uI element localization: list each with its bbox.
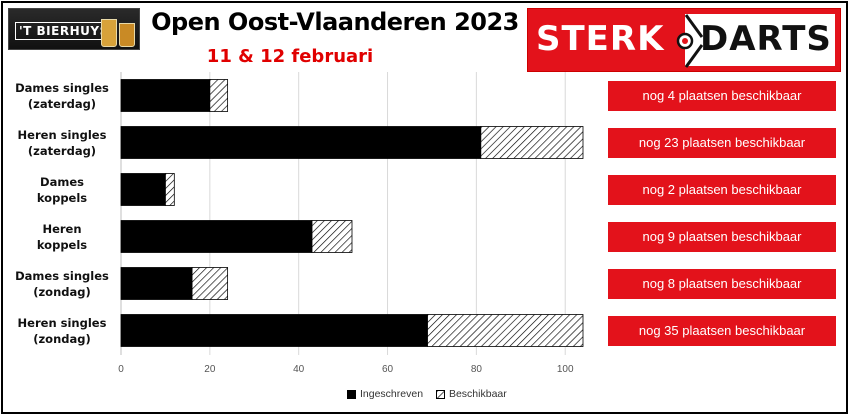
bar-ingeschreven [120, 126, 482, 159]
category-label: Dames singles (zaterdag) [8, 80, 116, 112]
legend-swatch-solid [347, 389, 356, 399]
legend-item-beschikbaar: Beschikbaar [435, 388, 507, 400]
category-label-line: Heren [42, 221, 82, 236]
x-tick-label: 60 [381, 364, 394, 375]
logo-sterk-text: STERK [536, 19, 665, 59]
category-label-line: koppels [36, 237, 88, 252]
bar-ingeschreven [120, 267, 193, 300]
category-label-line: Heren singles [17, 315, 107, 330]
bar-ingeschreven [120, 173, 166, 206]
legend-label: Ingeschreven [360, 388, 424, 400]
logo-white-panel [685, 14, 835, 66]
x-tick-label: 100 [556, 364, 574, 375]
availability-note: nog 35 plaatsen beschikbaar [608, 315, 836, 346]
logo-darts-text: DARTS [700, 19, 832, 59]
x-tick-label: 0 [118, 364, 124, 375]
category-label-line: (zondag) [33, 331, 91, 346]
category-label: Heren singles (zaterdag) [8, 127, 116, 159]
bar-beschikbaar [311, 220, 353, 253]
bar-beschikbaar [165, 173, 175, 206]
category-label-line: Dames singles [15, 268, 109, 283]
category-label-line: Dames singles [15, 80, 109, 95]
dart-icon [676, 14, 704, 68]
bierhuys-logo: 'T BIERHUYS [8, 8, 140, 50]
bar-ingeschreven [120, 79, 211, 112]
category-label-line: (zaterdag) [27, 96, 97, 111]
beer-glass-icon [119, 23, 135, 47]
sterk-darts-logo: STERK DARTS [527, 8, 841, 72]
bar-ingeschreven [120, 220, 313, 253]
x-tick-label: 20 [204, 364, 216, 375]
bar-beschikbaar [191, 267, 229, 300]
beer-glass-icon [101, 19, 117, 47]
bar-beschikbaar [480, 126, 584, 159]
legend-swatch-hatched [435, 389, 445, 399]
category-label-line: (zondag) [33, 284, 91, 299]
bar-beschikbaar [209, 79, 229, 112]
category-label-line: (zaterdag) [27, 143, 97, 158]
category-label: Heren singles (zondag) [8, 315, 116, 347]
bar-ingeschreven [120, 314, 428, 347]
category-label: Dames singles (zondag) [8, 268, 116, 300]
chart-subtitle: 11 & 12 februari [206, 46, 374, 67]
availability-note: nog 9 plaatsen beschikbaar [608, 221, 836, 252]
x-tick-label: 80 [470, 364, 482, 375]
legend-label: Beschikbaar [448, 388, 507, 400]
availability-note: nog 8 plaatsen beschikbaar [608, 268, 836, 299]
availability-note: nog 4 plaatsen beschikbaar [608, 80, 836, 111]
legend-item-ingeschreven: Ingeschreven [347, 388, 423, 400]
category-label: Dames koppels [8, 174, 116, 206]
chart-title: Open Oost-Vlaanderen 2023 [151, 8, 519, 36]
category-label: Heren koppels [8, 221, 116, 253]
chart-legend: Ingeschreven Beschikbaar [347, 388, 517, 402]
category-label-line: Heren singles [17, 127, 107, 142]
x-tick-label: 40 [293, 364, 305, 375]
category-label-line: Dames [40, 174, 84, 189]
bar-beschikbaar [427, 314, 584, 347]
availability-note: nog 23 plaatsen beschikbaar [608, 127, 836, 158]
category-label-line: koppels [36, 190, 88, 205]
availability-note: nog 2 plaatsen beschikbaar [608, 174, 836, 205]
